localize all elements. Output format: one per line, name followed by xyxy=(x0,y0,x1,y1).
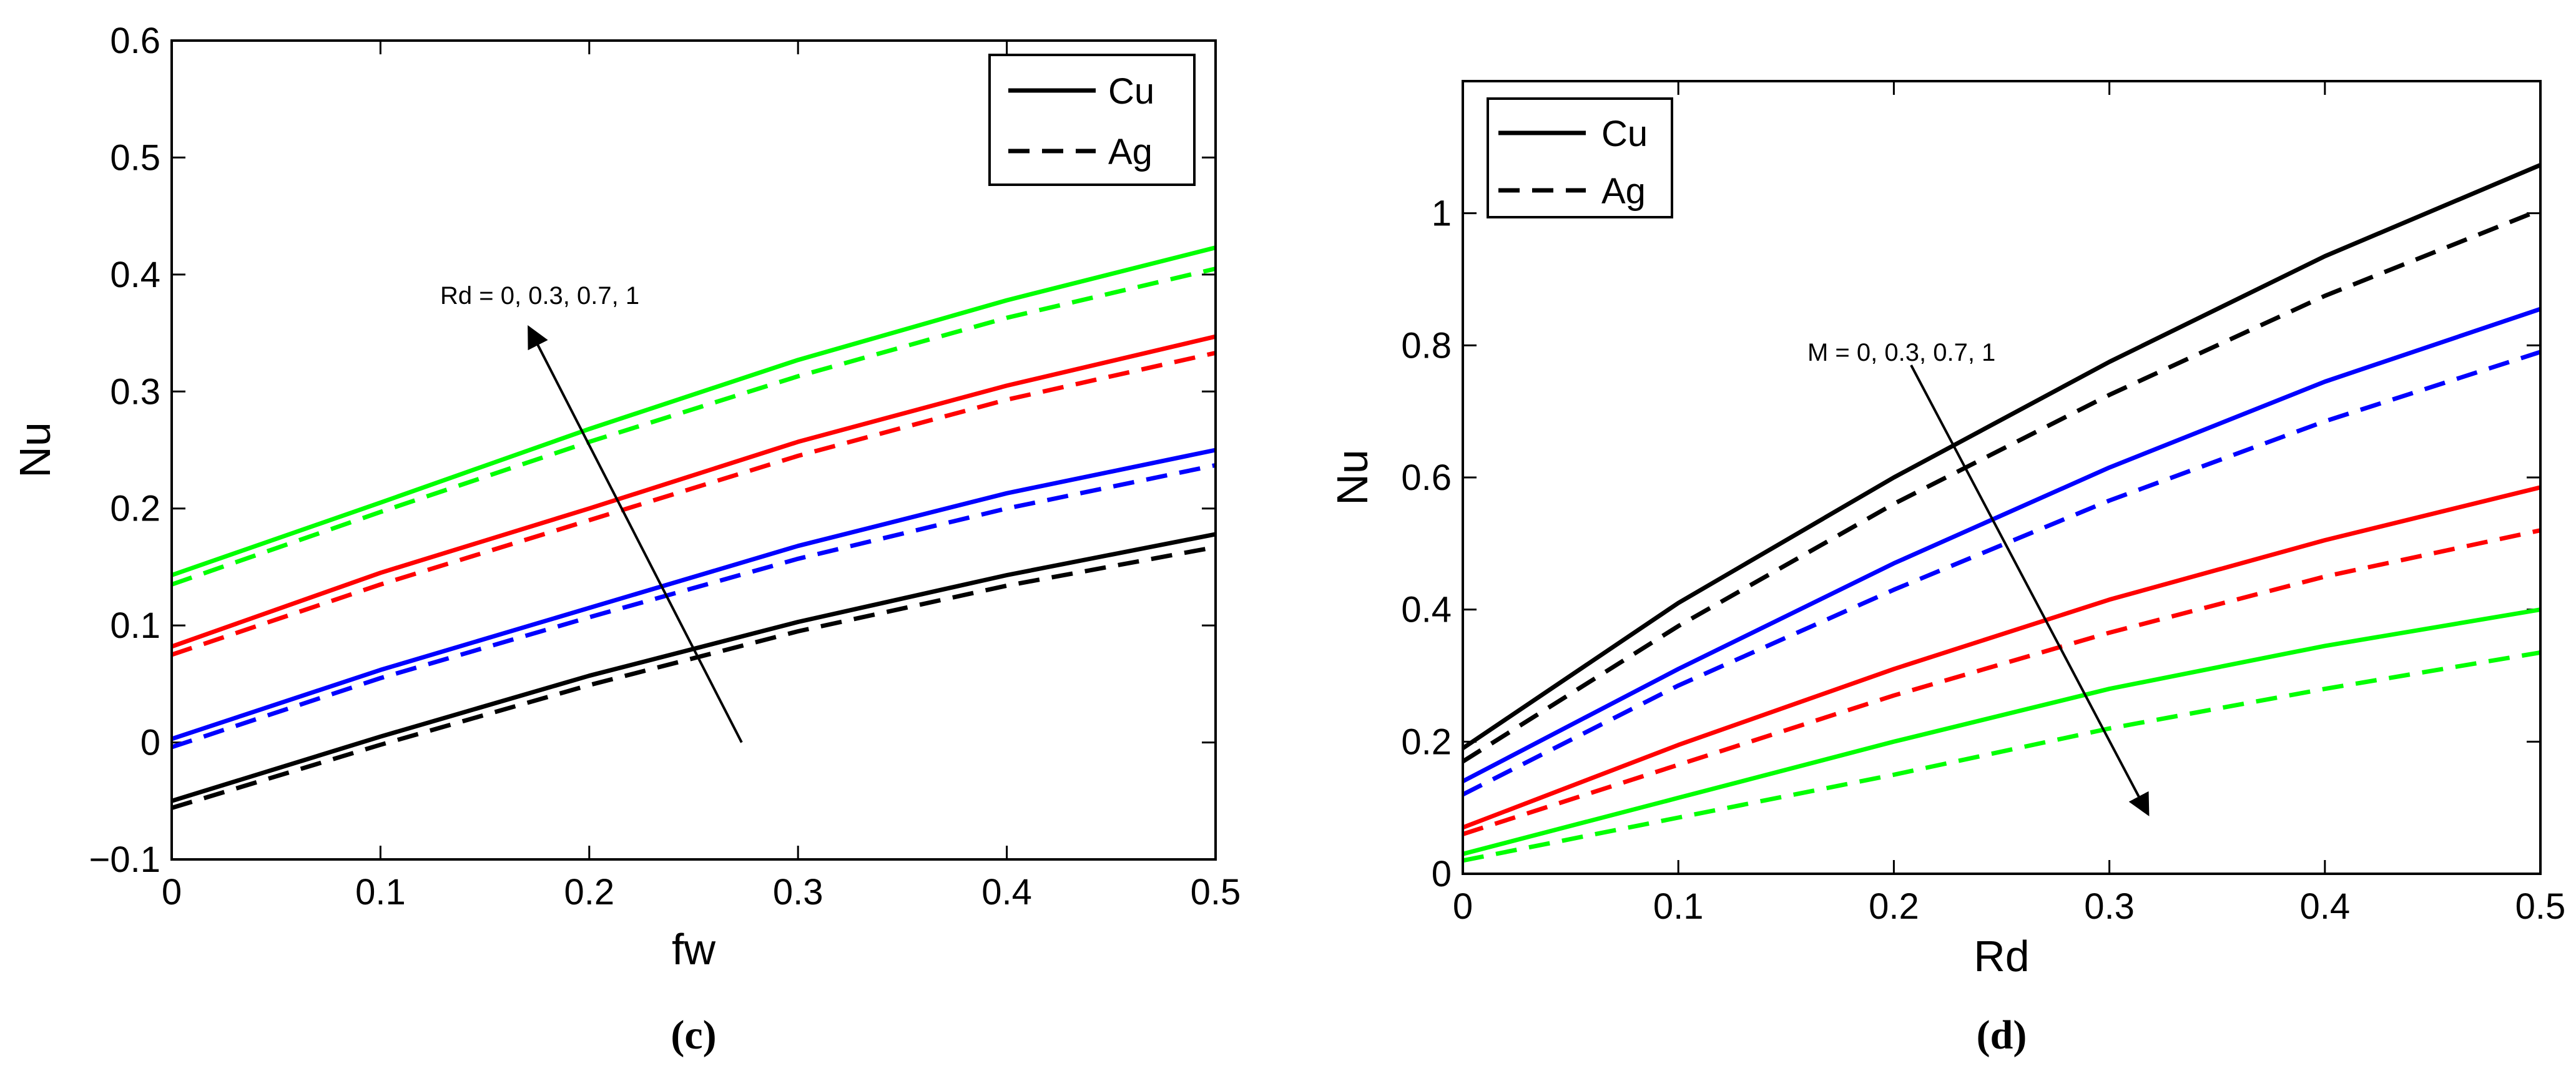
x-axis-label-c: fw xyxy=(672,925,715,974)
legend-label-ag-c: Ag xyxy=(1108,132,1153,172)
panel-d: 0 0.1 0.2 0.3 0.4 0.5 0 0.2 0.4 0.6 0.8 1 M = 0, 0.… xyxy=(1328,80,2565,1058)
series-layer-c xyxy=(170,245,1216,810)
series-line xyxy=(1462,528,2541,836)
caption-d: (d) xyxy=(1977,1012,2027,1058)
x-tick-label: 0 xyxy=(162,872,182,912)
series-line xyxy=(1462,485,2541,830)
series-line xyxy=(170,462,1216,750)
y-tick-label: 0.1 xyxy=(110,605,160,646)
annotation-d: M = 0, 0.3, 0.7, 1 xyxy=(1807,339,2150,816)
y-tick-label: −0.1 xyxy=(89,839,161,880)
y-tick-label: 0.6 xyxy=(1401,457,1452,498)
x-tick-label: 0.2 xyxy=(1869,886,1919,927)
x-tick-label: 0.1 xyxy=(355,872,406,912)
legend-label-cu-d: Cu xyxy=(1601,114,1648,154)
tick-layer-c: 0 0.1 0.2 0.3 0.4 0.5−0.100.10.20.30.40.50.6 xyxy=(89,21,1241,912)
y-tick-label: 0.6 xyxy=(110,21,160,61)
annotation-text-d: M = 0, 0.3, 0.7, 1 xyxy=(1807,339,1995,366)
series-line xyxy=(170,267,1216,587)
y-tick-label: 0 xyxy=(1432,854,1452,894)
series-line xyxy=(1462,208,2542,764)
legend-box-c xyxy=(988,54,1196,186)
y-axis-label-c: Nu xyxy=(11,422,59,477)
caption-c: (c) xyxy=(671,1012,716,1058)
legend-box-d xyxy=(1487,97,1673,218)
plot-frame-c xyxy=(170,39,1217,861)
legend-label-ag-d: Ag xyxy=(1601,171,1646,212)
x-tick-label: 0.4 xyxy=(2299,886,2350,927)
series-line xyxy=(1462,650,2541,863)
x-tick-label: 0 xyxy=(1453,886,1473,927)
x-tick-label: 0.1 xyxy=(1653,886,1704,927)
series-line xyxy=(1462,163,2542,750)
tick-layer-d: 0 0.1 0.2 0.3 0.4 0.5 0 0.2 0.4 0.6 0.8 1 xyxy=(1401,81,2565,927)
legend-c: Cu Ag xyxy=(988,54,1196,186)
y-tick-label: 0.4 xyxy=(110,255,160,295)
y-tick-label: 0.2 xyxy=(110,489,160,529)
annotation-arrow-d xyxy=(1910,364,2150,816)
series-layer-d xyxy=(1462,163,2542,863)
series-line xyxy=(170,447,1216,741)
series-line xyxy=(1462,607,2541,856)
x-tick-label: 0.3 xyxy=(2084,886,2135,927)
legend-d: Cu Ag xyxy=(1487,97,1673,218)
annotation-text-c: Rd = 0, 0.3, 0.7, 1 xyxy=(440,282,639,310)
legend-label-cu-c: Cu xyxy=(1108,71,1154,112)
x-tick-label: 0.2 xyxy=(564,872,614,912)
plot-frame-d xyxy=(1462,80,2542,875)
y-tick-label: 0 xyxy=(140,723,160,763)
y-tick-label: 0.5 xyxy=(110,137,160,178)
y-tick-label: 0.3 xyxy=(110,371,160,412)
annotation-c: Rd = 0, 0.3, 0.7, 1 xyxy=(440,282,743,743)
y-axis-label-d: Nu xyxy=(1328,449,1377,505)
series-line xyxy=(170,334,1216,649)
y-tick-label: 0.2 xyxy=(1401,721,1452,762)
x-axis-label-d: Rd xyxy=(1974,932,2029,981)
x-tick-label: 0.3 xyxy=(773,872,823,912)
x-tick-label: 0.4 xyxy=(981,872,1032,912)
series-line xyxy=(1462,306,2542,783)
series-line xyxy=(170,545,1216,810)
series-line xyxy=(170,245,1216,577)
y-tick-label: 0.8 xyxy=(1401,325,1452,366)
y-tick-label: 0.4 xyxy=(1401,590,1452,630)
panel-c: 0 0.1 0.2 0.3 0.4 0.5−0.100.10.20.30.40.50.6 … xyxy=(11,21,1241,1058)
x-tick-label: 0.5 xyxy=(1191,872,1241,912)
series-line xyxy=(1462,350,2542,797)
annotation-arrow-c xyxy=(528,325,743,743)
y-tick-label: 1 xyxy=(1432,193,1452,234)
series-line xyxy=(170,350,1216,657)
x-tick-label: 0.5 xyxy=(2515,886,2566,927)
